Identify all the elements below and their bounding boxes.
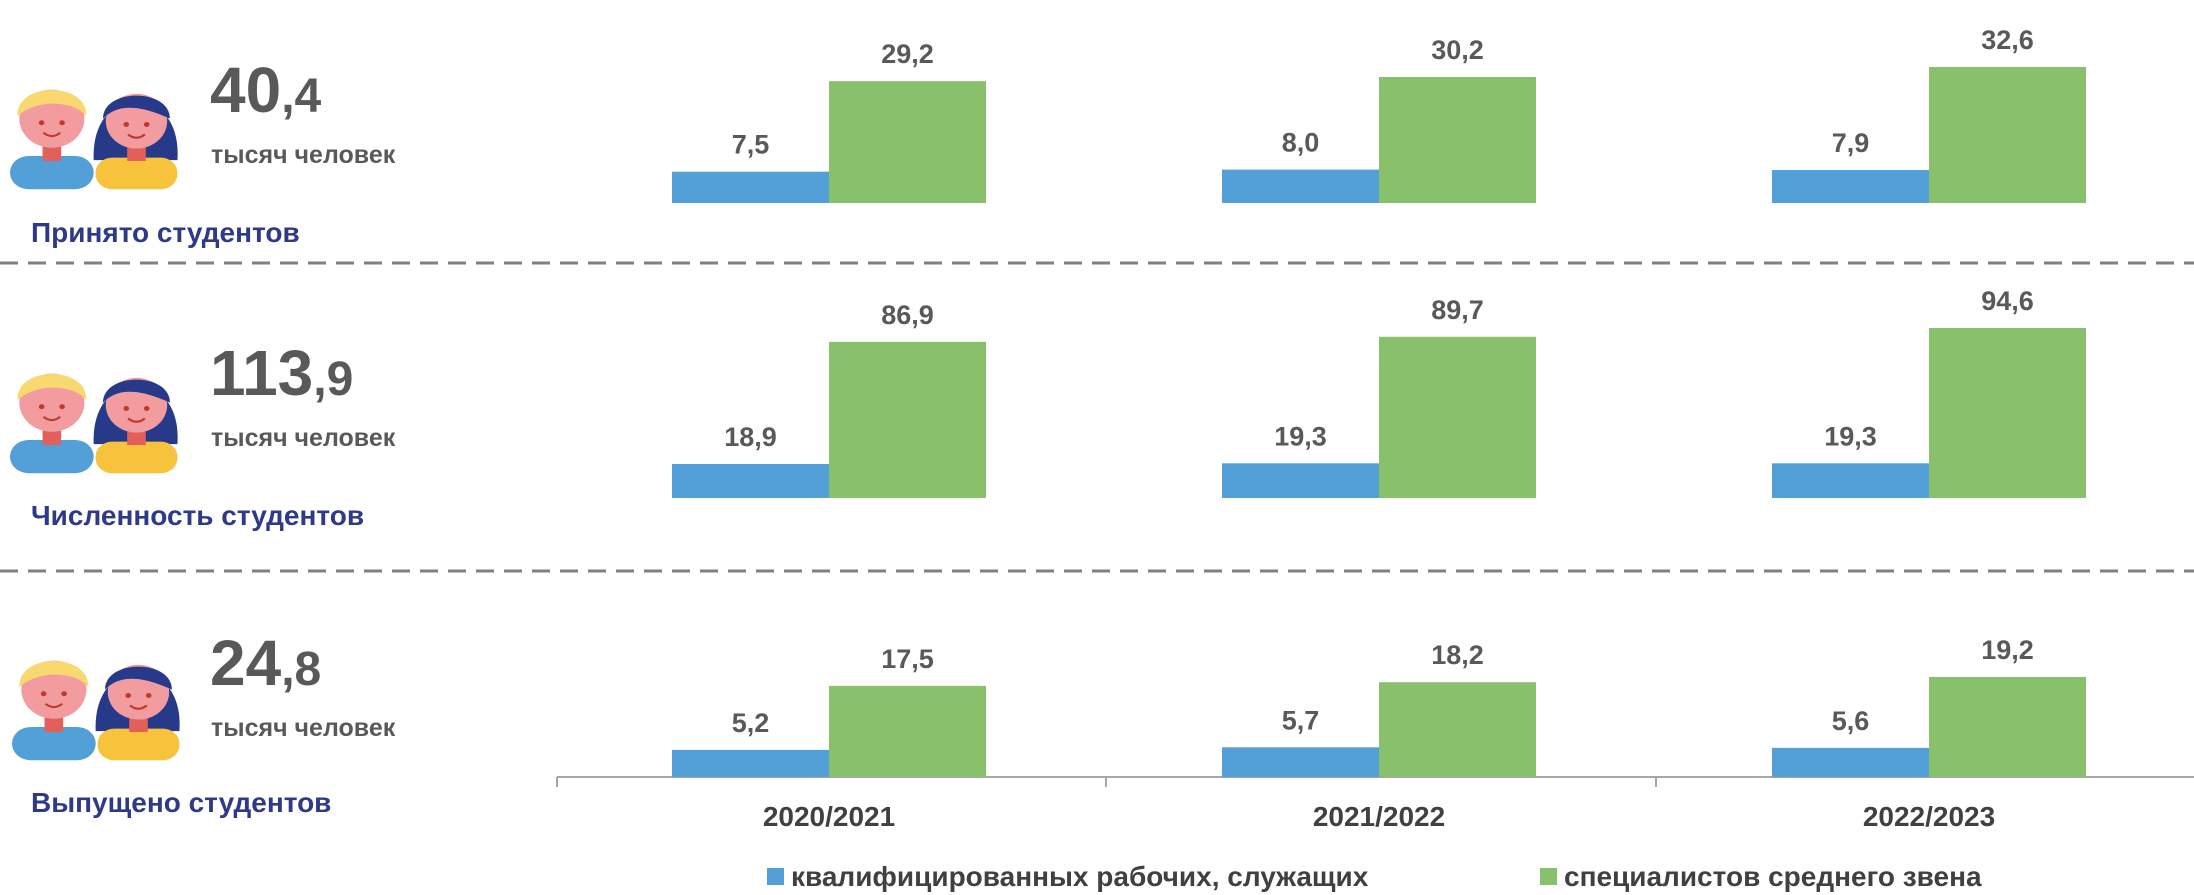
value-label: 30,2 bbox=[1431, 35, 1484, 65]
bar bbox=[672, 464, 829, 498]
bar bbox=[1929, 328, 2086, 498]
value-label: 17,5 bbox=[881, 644, 934, 674]
panel-total: 113,9 bbox=[210, 337, 353, 409]
panel-total: 24,8 bbox=[210, 627, 321, 699]
people-icon bbox=[10, 374, 178, 474]
bar bbox=[672, 172, 829, 203]
panel-title: Выпущено студентов bbox=[31, 787, 331, 818]
panel-title: Принято студентов bbox=[31, 217, 300, 248]
value-label: 29,2 bbox=[881, 39, 934, 69]
bar bbox=[829, 342, 986, 498]
value-label: 5,2 bbox=[732, 708, 770, 738]
legend-swatch bbox=[767, 868, 784, 885]
bar bbox=[1379, 77, 1536, 203]
bar bbox=[1929, 67, 2086, 203]
value-label: 5,6 bbox=[1832, 706, 1870, 736]
bar bbox=[1772, 170, 1929, 203]
legend-swatch bbox=[1540, 868, 1557, 885]
people-icon bbox=[12, 661, 180, 761]
value-label: 94,6 bbox=[1981, 286, 2034, 316]
panel-total: 40,4 bbox=[210, 54, 322, 126]
value-label: 19,2 bbox=[1981, 635, 2034, 665]
panel-unit: тысяч человек bbox=[211, 141, 396, 169]
bar bbox=[1379, 682, 1536, 777]
bar bbox=[672, 750, 829, 777]
bar bbox=[1772, 748, 1929, 777]
bar bbox=[829, 686, 986, 777]
value-label: 18,9 bbox=[724, 422, 777, 452]
people-icon bbox=[10, 90, 178, 190]
x-tick-label: 2021/2022 bbox=[1313, 801, 1445, 832]
value-label: 18,2 bbox=[1431, 640, 1484, 670]
panel-title: Численность студентов bbox=[31, 500, 364, 531]
value-label: 7,5 bbox=[732, 130, 770, 160]
x-tick-label: 2020/2021 bbox=[763, 801, 895, 832]
bar bbox=[1379, 337, 1536, 498]
chart: 40,4 тысяч человек Принято студентов 7,5 29,… bbox=[0, 0, 2194, 895]
value-label: 86,9 bbox=[881, 300, 934, 330]
value-label: 19,3 bbox=[1274, 421, 1327, 451]
bar bbox=[829, 81, 986, 203]
value-label: 5,7 bbox=[1282, 705, 1320, 735]
x-tick-label: 2022/2023 bbox=[1863, 801, 1995, 832]
value-label: 32,6 bbox=[1981, 25, 2034, 55]
panel-unit: тысяч человек bbox=[211, 424, 396, 452]
value-label: 7,9 bbox=[1832, 128, 1870, 158]
value-label: 89,7 bbox=[1431, 295, 1484, 325]
panel-unit: тысяч человек bbox=[211, 714, 396, 742]
value-label: 19,3 bbox=[1824, 421, 1877, 451]
legend-label: специалистов среднего звена bbox=[1564, 861, 1982, 892]
bar bbox=[1222, 747, 1379, 777]
bar bbox=[1929, 677, 2086, 777]
bar bbox=[1222, 170, 1379, 203]
bar bbox=[1772, 463, 1929, 498]
bar bbox=[1222, 463, 1379, 498]
legend-label: квалифицированных рабочих, служащих bbox=[791, 861, 1369, 892]
value-label: 8,0 bbox=[1282, 128, 1320, 158]
